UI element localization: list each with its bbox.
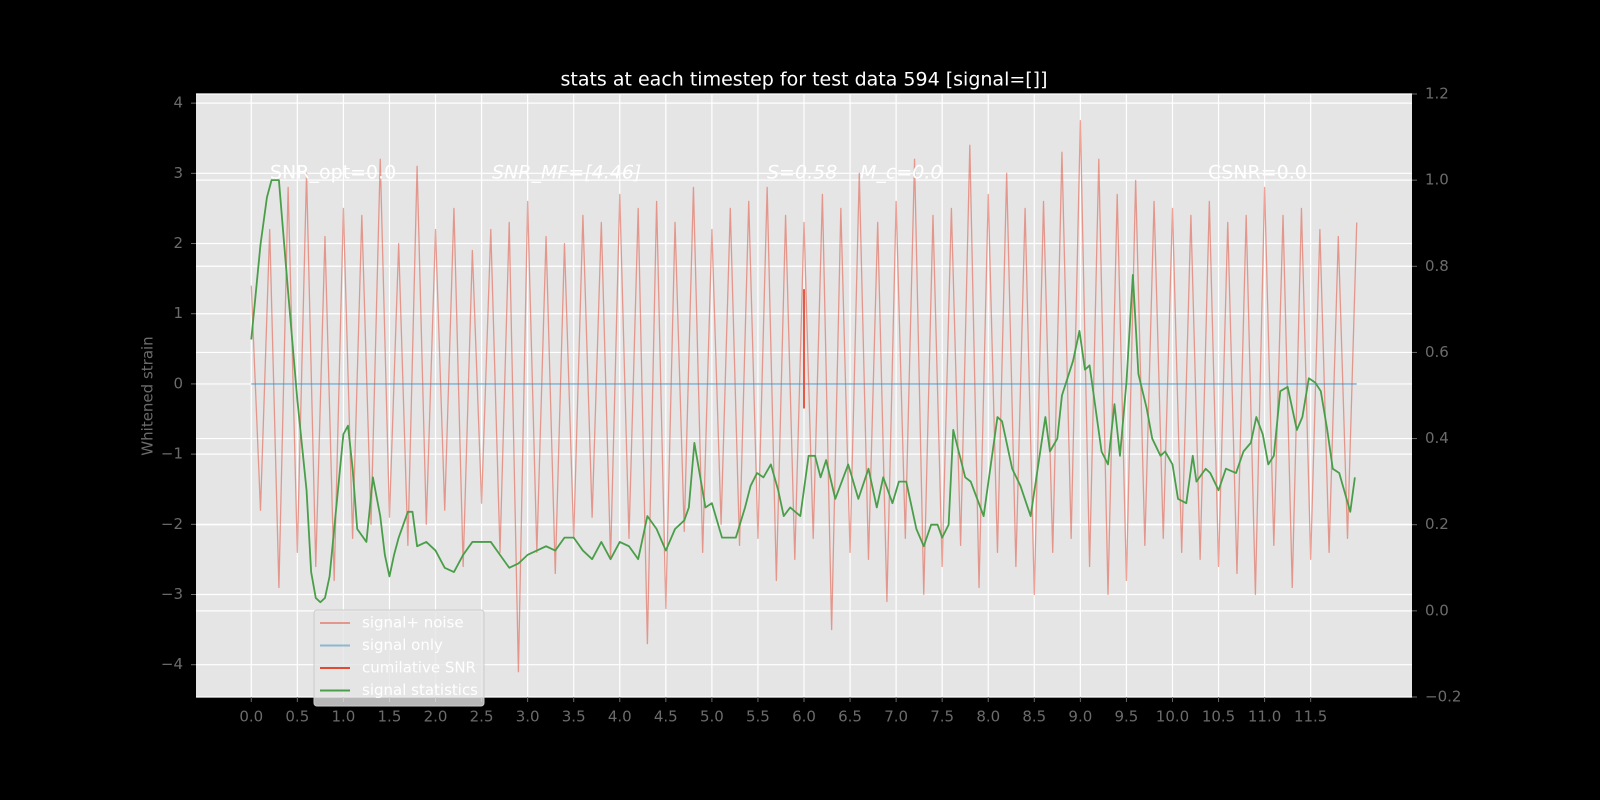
legend: signal+ noise signal only cumilative SNR si…	[313, 609, 485, 707]
y-tick-label: 1	[173, 304, 183, 322]
y2-tick-label: 0.6	[1425, 343, 1449, 361]
x-tick-label: 0.5	[285, 708, 309, 726]
x-tick-label: 1.5	[378, 708, 402, 726]
x-tick-label: 11.5	[1294, 708, 1327, 726]
y2-tick-label: 1.2	[1425, 85, 1449, 103]
x-tick-label: 5.5	[746, 708, 770, 726]
x-tick-label: 6.0	[792, 708, 816, 726]
annotation: S=0.58	[767, 162, 837, 184]
y2-tick-label: 0.2	[1425, 515, 1449, 533]
legend-label: signal+ noise	[362, 614, 464, 632]
y-tick-label: −2	[161, 515, 183, 533]
x-tick-label: 0.0	[239, 708, 263, 726]
legend-label: signal statistics	[362, 681, 478, 699]
series-line	[250, 179, 1356, 604]
x-tick-label: 1.0	[331, 708, 355, 726]
annotation: SNR_MF=[4.46]	[492, 162, 641, 184]
legend-label: cumilative SNR	[362, 659, 476, 677]
chart-title: stats at each timestep for test data 594…	[560, 69, 1047, 91]
y-axis-label: Whitened strain	[139, 336, 157, 455]
marks	[250, 120, 1358, 673]
x-tick-label: 6.5	[838, 708, 862, 726]
annotation: M_c=0.0	[860, 162, 942, 184]
x-tick-label: 8.0	[976, 708, 1000, 726]
x-tick-label: 4.5	[654, 708, 678, 726]
labels: 0.0 0.5 1.0 1.5 2.0 2.5 3.0 3.5 4.0 4.5 5.0 5.5 6.0 6…	[161, 85, 1462, 726]
y-tick-label: 0	[173, 374, 183, 392]
y2-tick-label: 0.0	[1425, 601, 1449, 619]
y-tick-label: −3	[161, 585, 183, 603]
y-tick-label: −4	[161, 655, 183, 673]
x-tick-label: 11.0	[1248, 708, 1281, 726]
legend-box	[313, 609, 485, 707]
x-tick-label: 9.0	[1068, 708, 1092, 726]
y2-tick-label: 0.4	[1425, 429, 1449, 447]
x-tick-label: 2.5	[470, 708, 494, 726]
x-tick-label: 3.5	[562, 708, 586, 726]
y-tick-label: −1	[161, 445, 183, 463]
grid	[196, 93, 1412, 698]
y-tick-label: 2	[173, 234, 183, 252]
x-tick-label: 10.0	[1156, 708, 1189, 726]
y-tick-label: 3	[173, 164, 183, 182]
x-tick-label: 7.5	[930, 708, 954, 726]
x-tick-label: 9.5	[1114, 708, 1138, 726]
x-tick-label: 2.0	[424, 708, 448, 726]
x-tick-label: 8.5	[1022, 708, 1046, 726]
annotation: SNR_opt=0.0	[270, 162, 396, 184]
x-tick-label: 10.5	[1202, 708, 1235, 726]
series-line	[250, 120, 1358, 673]
x-tick-label: 7.0	[884, 708, 908, 726]
x-tick-label: 5.0	[700, 708, 724, 726]
x-tick-label: 4.0	[608, 708, 632, 726]
x-tick-label: 3.0	[516, 708, 540, 726]
y-tick-label: 4	[173, 94, 183, 112]
y2-tick-label: 0.8	[1425, 257, 1449, 275]
y2-tick-label: −0.2	[1425, 688, 1461, 706]
annotation: CSNR=0.0	[1208, 162, 1307, 184]
legend-label: signal only	[362, 636, 443, 654]
y2-tick-label: 1.0	[1425, 171, 1449, 189]
